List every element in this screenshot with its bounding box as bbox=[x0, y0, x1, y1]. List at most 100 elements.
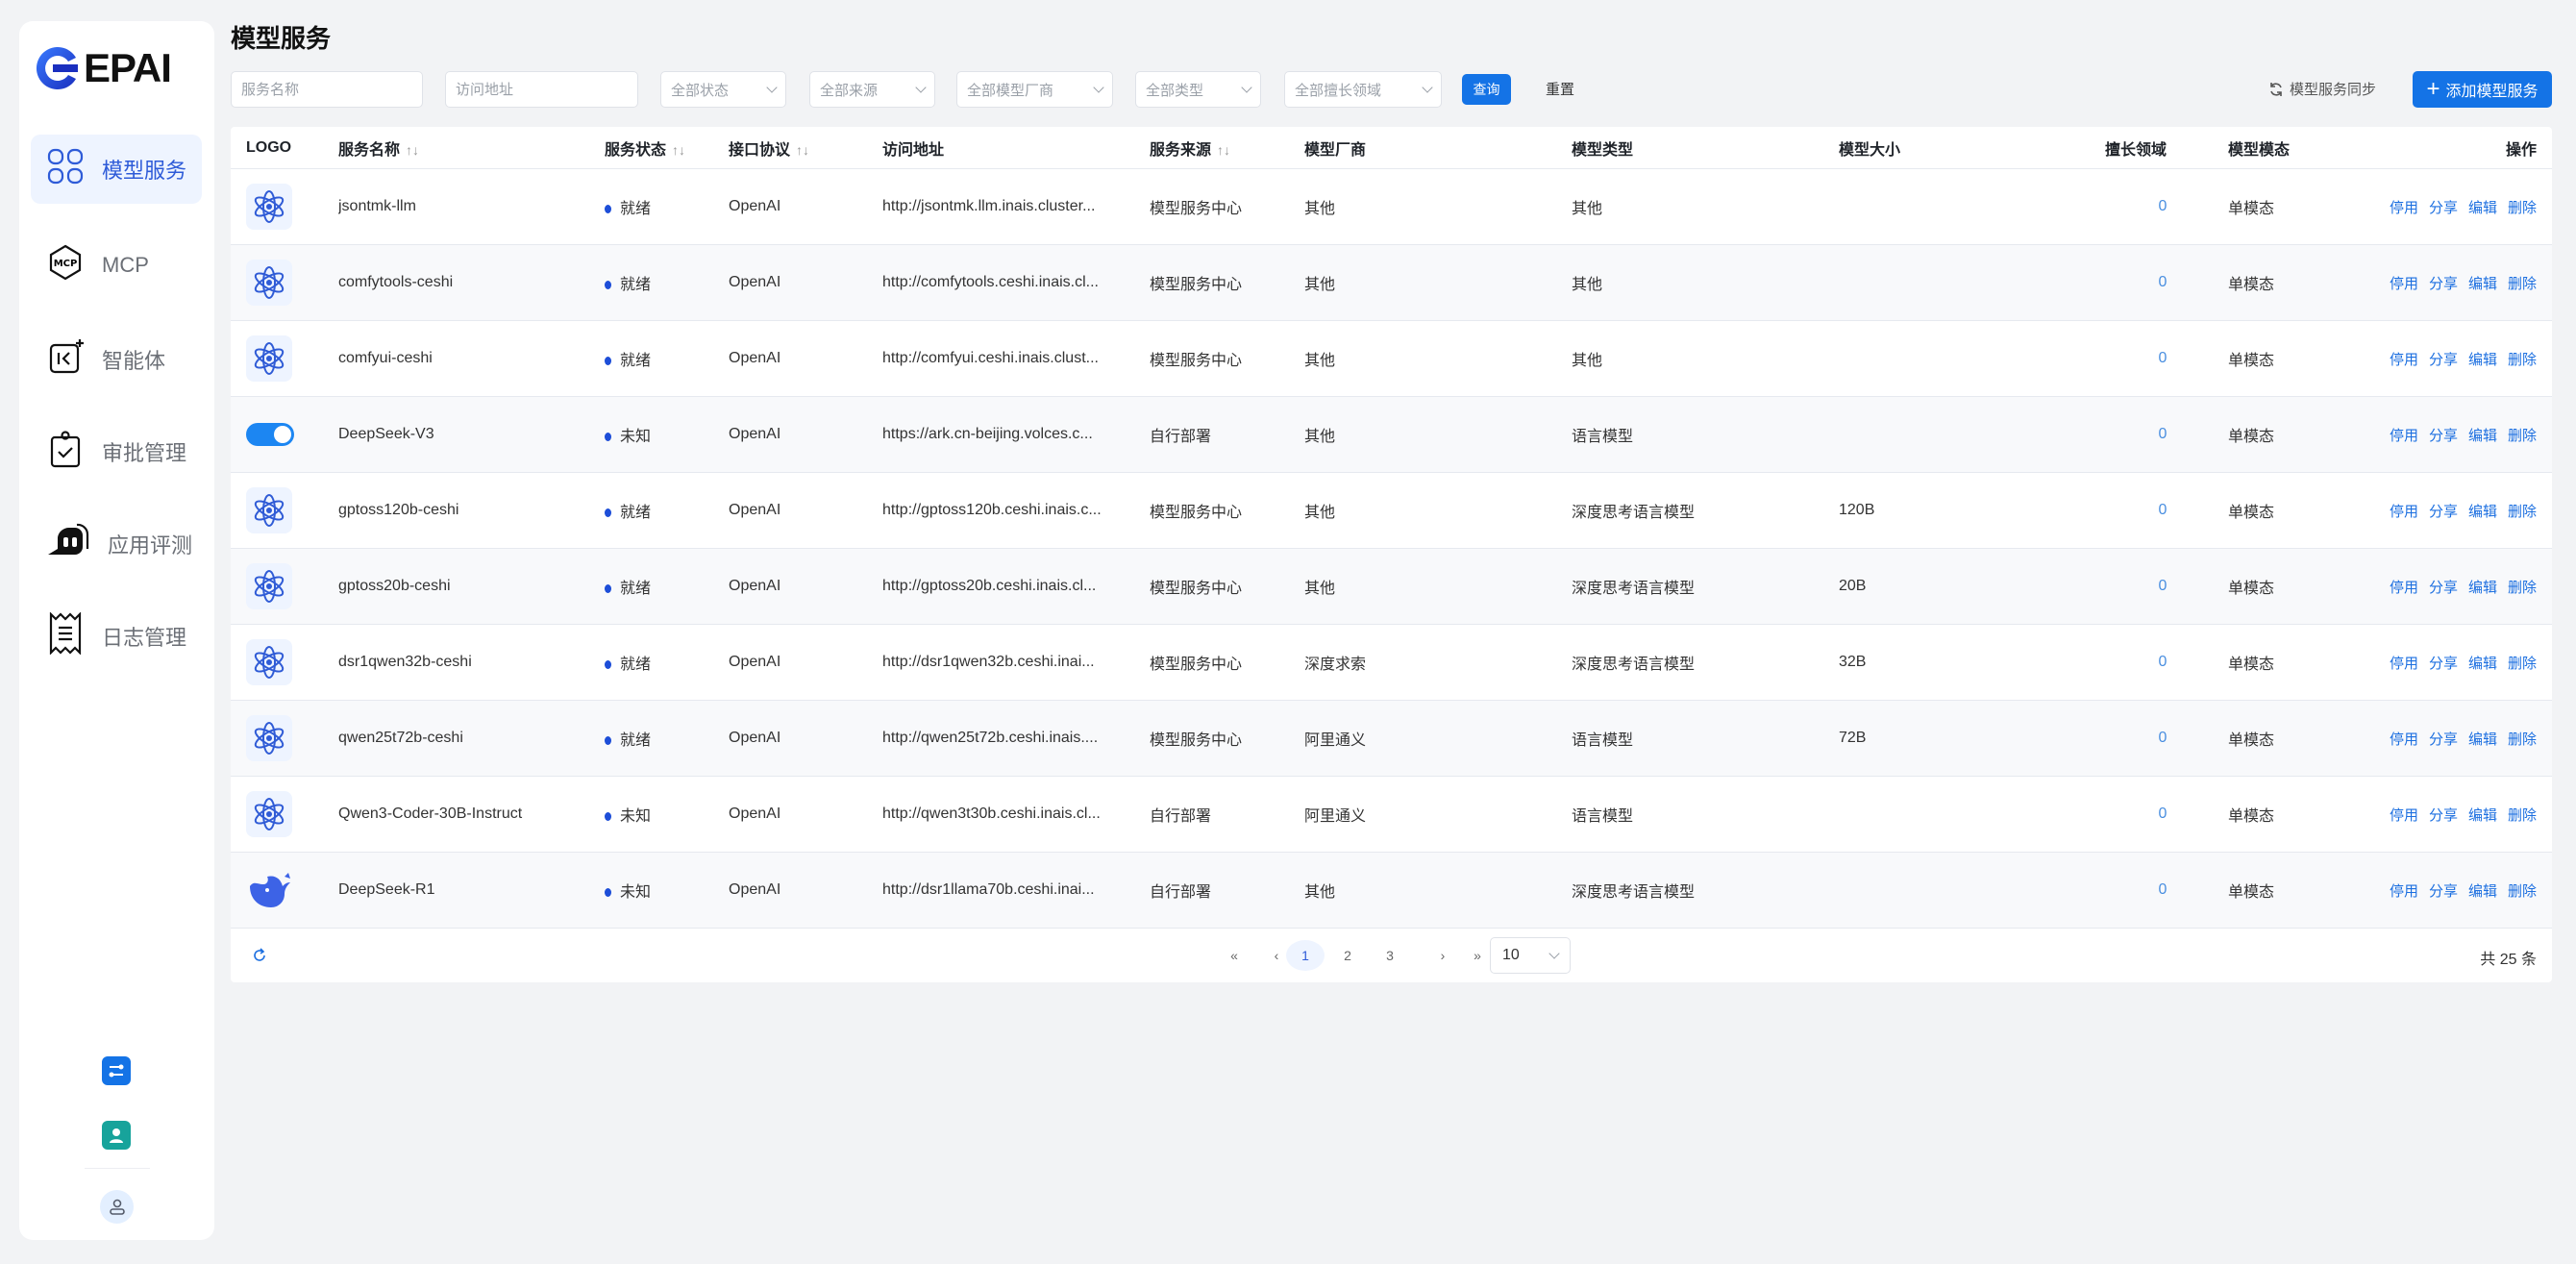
action-disable-link[interactable]: 停用 bbox=[2389, 579, 2418, 596]
action-delete-link[interactable]: 删除 bbox=[2507, 503, 2537, 520]
action-disable-link[interactable]: 停用 bbox=[2389, 655, 2418, 672]
query-button[interactable]: 查询 bbox=[1462, 74, 1511, 105]
page-2-button[interactable]: 2 bbox=[1344, 948, 1351, 963]
next-page-button[interactable]: › bbox=[1440, 948, 1446, 963]
action-share-link[interactable]: 分享 bbox=[2428, 655, 2458, 672]
user-avatar[interactable] bbox=[100, 1190, 134, 1224]
enable-toggle[interactable] bbox=[246, 423, 294, 446]
name-text: gptoss120b-ceshi bbox=[338, 502, 459, 518]
action-disable-link[interactable]: 停用 bbox=[2389, 731, 2418, 748]
sidebar-item-0[interactable]: 模型服务 bbox=[31, 135, 202, 204]
sidebar-item-3[interactable]: 审批管理 bbox=[31, 417, 202, 486]
action-share-link[interactable]: 分享 bbox=[2428, 275, 2458, 292]
action-edit-link[interactable]: 编辑 bbox=[2467, 503, 2497, 520]
column-header[interactable]: 接口协议 ↑↓ bbox=[729, 136, 882, 160]
sidebar-item-2[interactable]: 智能体 bbox=[31, 325, 202, 394]
action-share-link[interactable]: 分享 bbox=[2428, 731, 2458, 748]
action-delete-link[interactable]: 删除 bbox=[2507, 579, 2537, 596]
action-edit-link[interactable]: 编辑 bbox=[2467, 579, 2497, 596]
atom-logo-icon bbox=[246, 260, 292, 306]
last-page-button[interactable]: » bbox=[1474, 948, 1481, 963]
row-actions: 停用 分享 编辑 删除 bbox=[2363, 805, 2552, 825]
cell-status: 未知 bbox=[605, 423, 729, 446]
reset-button[interactable]: 重置 bbox=[1546, 82, 1575, 98]
cell-vendor: 其他 bbox=[1304, 195, 1572, 218]
source-select[interactable]: 全部来源 bbox=[809, 71, 935, 108]
column-header[interactable]: 服务名称 ↑↓ bbox=[338, 136, 605, 160]
action-share-link[interactable]: 分享 bbox=[2428, 199, 2458, 216]
action-disable-link[interactable]: 停用 bbox=[2389, 275, 2418, 292]
status-text: 未知 bbox=[620, 808, 652, 825]
epai-logo[interactable]: EPAI bbox=[34, 44, 172, 92]
page-size-select[interactable]: 10 bbox=[1490, 937, 1571, 974]
sort-icon[interactable]: ↑↓ bbox=[672, 141, 686, 158]
sidebar-item-4[interactable]: 应用评测 bbox=[31, 509, 202, 579]
action-disable-link[interactable]: 停用 bbox=[2389, 882, 2418, 900]
action-edit-link[interactable]: 编辑 bbox=[2467, 731, 2497, 748]
vendor-text: 深度求索 bbox=[1304, 657, 1367, 673]
logo-cell bbox=[231, 867, 338, 913]
action-disable-link[interactable]: 停用 bbox=[2389, 806, 2418, 824]
modality-text: 单模态 bbox=[2228, 884, 2275, 901]
status-text: 未知 bbox=[620, 429, 652, 445]
action-edit-link[interactable]: 编辑 bbox=[2467, 351, 2497, 368]
column-header[interactable]: 服务来源 ↑↓ bbox=[1150, 136, 1304, 160]
type-select[interactable]: 全部类型 bbox=[1135, 71, 1261, 108]
cell-source: 模型服务中心 bbox=[1150, 575, 1304, 598]
sort-icon[interactable]: ↑↓ bbox=[796, 141, 810, 158]
action-share-link[interactable]: 分享 bbox=[2428, 806, 2458, 824]
sort-icon[interactable]: ↑↓ bbox=[1217, 141, 1231, 158]
sort-icon[interactable]: ↑↓ bbox=[406, 141, 420, 158]
domain-text: 0 bbox=[2158, 274, 2167, 290]
action-share-link[interactable]: 分享 bbox=[2428, 351, 2458, 368]
service-name-field[interactable] bbox=[241, 81, 412, 98]
cell-source: 自行部署 bbox=[1150, 879, 1304, 902]
url-input[interactable] bbox=[445, 71, 638, 108]
action-edit-link[interactable]: 编辑 bbox=[2467, 427, 2497, 444]
action-share-link[interactable]: 分享 bbox=[2428, 503, 2458, 520]
first-page-button[interactable]: « bbox=[1230, 948, 1238, 963]
service-name-input[interactable] bbox=[231, 71, 423, 108]
action-disable-link[interactable]: 停用 bbox=[2389, 199, 2418, 216]
sidebar-item-1[interactable]: MCP MCP bbox=[31, 231, 202, 300]
column-header[interactable]: 服务状态 ↑↓ bbox=[605, 136, 729, 160]
action-delete-link[interactable]: 删除 bbox=[2507, 655, 2537, 672]
switch-icon[interactable] bbox=[102, 1056, 131, 1085]
action-share-link[interactable]: 分享 bbox=[2428, 427, 2458, 444]
cell-status: 未知 bbox=[605, 879, 729, 902]
cell-vendor: 阿里通义 bbox=[1304, 803, 1572, 826]
action-delete-link[interactable]: 删除 bbox=[2507, 427, 2537, 444]
action-delete-link[interactable]: 删除 bbox=[2507, 806, 2537, 824]
sync-button[interactable]: 模型服务同步 bbox=[2268, 79, 2376, 99]
name-text: Qwen3-Coder-30B-Instruct bbox=[338, 805, 523, 822]
action-disable-link[interactable]: 停用 bbox=[2389, 427, 2418, 444]
action-edit-link[interactable]: 编辑 bbox=[2467, 806, 2497, 824]
vendor-select[interactable]: 全部模型厂商 bbox=[956, 71, 1113, 108]
action-share-link[interactable]: 分享 bbox=[2428, 882, 2458, 900]
action-disable-link[interactable]: 停用 bbox=[2389, 503, 2418, 520]
refresh-icon[interactable] bbox=[252, 948, 267, 963]
action-edit-link[interactable]: 编辑 bbox=[2467, 199, 2497, 216]
status-select[interactable]: 全部状态 bbox=[660, 71, 786, 108]
domain-select[interactable]: 全部擅长领域 bbox=[1284, 71, 1442, 108]
action-delete-link[interactable]: 删除 bbox=[2507, 731, 2537, 748]
action-edit-link[interactable]: 编辑 bbox=[2467, 882, 2497, 900]
action-edit-link[interactable]: 编辑 bbox=[2467, 655, 2497, 672]
page-3-button[interactable]: 3 bbox=[1386, 948, 1394, 963]
url-field[interactable] bbox=[456, 81, 628, 98]
action-edit-link[interactable]: 编辑 bbox=[2467, 275, 2497, 292]
sidebar-item-5[interactable]: 日志管理 bbox=[31, 602, 202, 671]
action-disable-link[interactable]: 停用 bbox=[2389, 351, 2418, 368]
action-delete-link[interactable]: 删除 bbox=[2507, 882, 2537, 900]
cell-type: 其他 bbox=[1572, 347, 1839, 370]
action-delete-link[interactable]: 删除 bbox=[2507, 351, 2537, 368]
page-1-button[interactable]: 1 bbox=[1286, 940, 1325, 971]
cell-name: gptoss20b-ceshi bbox=[338, 578, 605, 595]
action-share-link[interactable]: 分享 bbox=[2428, 579, 2458, 596]
prev-page-button[interactable]: ‹ bbox=[1274, 948, 1279, 963]
contact-icon[interactable] bbox=[102, 1121, 131, 1150]
action-delete-link[interactable]: 删除 bbox=[2507, 199, 2537, 216]
logo-text: EPAI bbox=[84, 45, 172, 90]
add-model-service-button[interactable]: + 添加模型服务 bbox=[2413, 71, 2552, 108]
action-delete-link[interactable]: 删除 bbox=[2507, 275, 2537, 292]
